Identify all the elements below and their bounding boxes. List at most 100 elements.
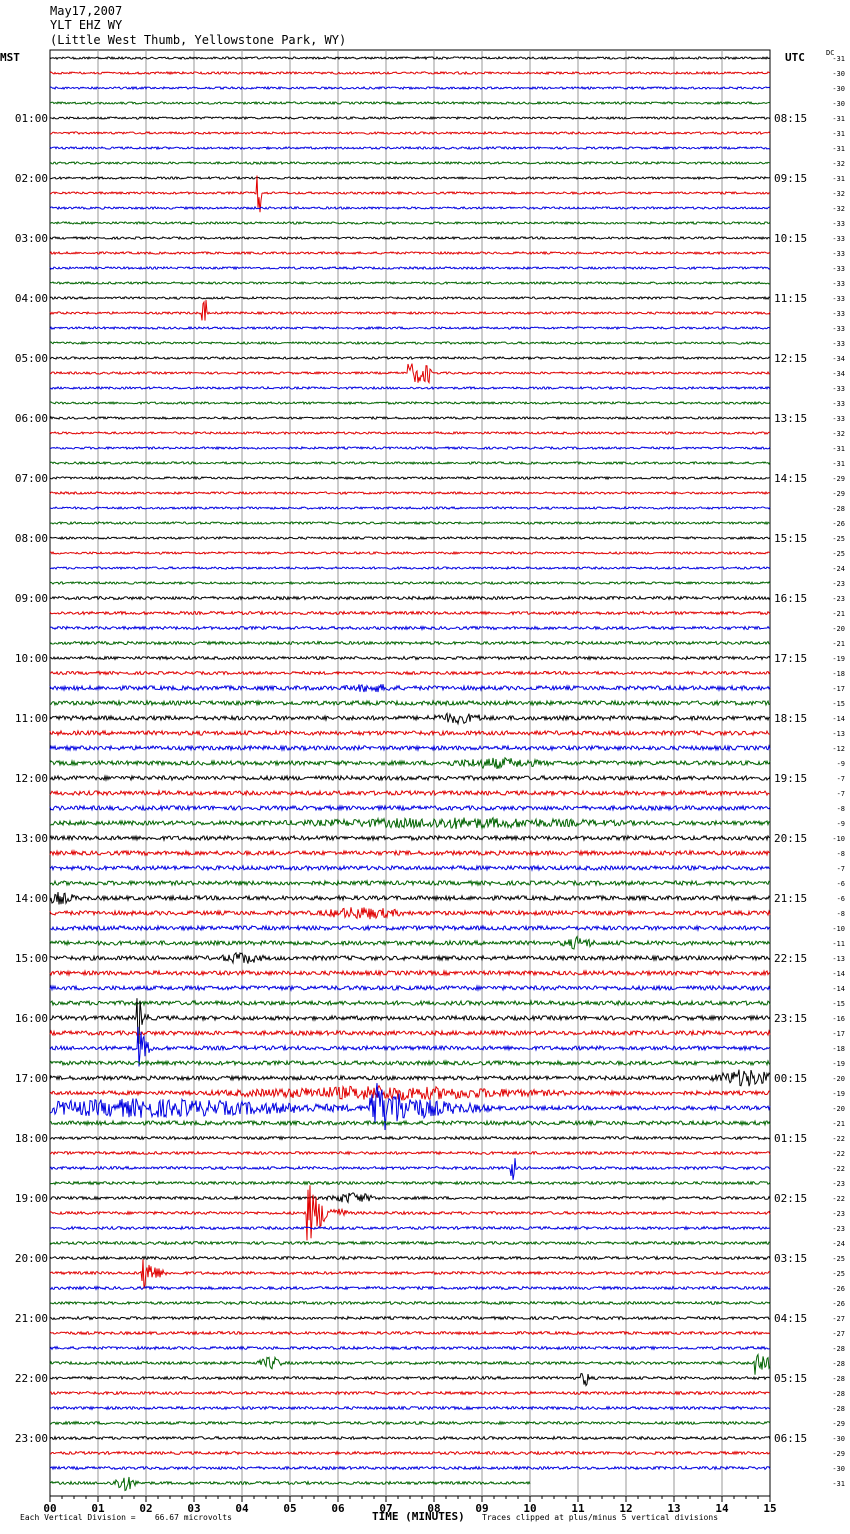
- dc-value-label: -33: [832, 340, 845, 348]
- utc-hour-label: 22:15: [774, 952, 807, 965]
- trace-row: [49, 640, 771, 646]
- dc-value-label: -9: [837, 820, 845, 828]
- dc-value-label: -26: [832, 1285, 845, 1293]
- chart-station: YLT EHZ WY: [50, 18, 123, 32]
- utc-hour-label: 13:15: [774, 412, 807, 425]
- dc-value-label: -33: [832, 310, 845, 318]
- trace-row: [49, 400, 771, 406]
- trace-row: [49, 565, 771, 571]
- x-tick-label: 04: [235, 1502, 249, 1515]
- trace-row: [49, 85, 771, 91]
- dc-value-label: -27: [832, 1315, 845, 1323]
- x-tick-label: 00: [43, 1502, 56, 1515]
- trace-row: [49, 475, 770, 481]
- trace-row: [50, 445, 771, 451]
- trace-row: [49, 1353, 771, 1375]
- trace-row: [49, 70, 771, 76]
- trace-row: [49, 460, 771, 466]
- dc-value-label: -33: [832, 325, 845, 333]
- trace-row: [49, 1405, 771, 1411]
- dc-value-label: -8: [837, 850, 845, 858]
- trace-row: [49, 300, 771, 321]
- utc-hour-label: 19:15: [774, 772, 807, 785]
- trace-row: [49, 774, 771, 782]
- trace-row: [49, 1345, 771, 1351]
- x-tick-label: 02: [139, 1502, 152, 1515]
- dc-value-label: -31: [832, 175, 845, 183]
- dc-value-label: -31: [832, 1480, 845, 1488]
- trace-row: [49, 1192, 771, 1204]
- mst-hour-label: 11:00: [15, 712, 48, 725]
- dc-value-label: -33: [832, 220, 845, 228]
- mst-hour-label: 12:00: [15, 772, 48, 785]
- trace-row: [49, 609, 771, 616]
- trace-row: [49, 250, 771, 256]
- trace-row: [49, 907, 771, 920]
- trace-row: [49, 505, 771, 511]
- mst-hour-label: 19:00: [15, 1192, 48, 1205]
- mst-hour-label: 16:00: [15, 1012, 48, 1025]
- dc-value-label: -18: [832, 1045, 845, 1053]
- dc-value-label: -13: [832, 955, 845, 963]
- dc-value-label: -20: [832, 625, 845, 633]
- trace-row: [49, 235, 771, 241]
- dc-value-label: -32: [832, 160, 845, 168]
- trace-row: [49, 951, 771, 965]
- x-tick-label: 11: [571, 1502, 585, 1515]
- trace-row: [49, 205, 771, 211]
- dc-value-label: -25: [832, 550, 845, 558]
- dc-value-label: -14: [832, 970, 845, 978]
- trace-row: [49, 1315, 771, 1321]
- dc-value-label: -15: [832, 700, 845, 708]
- dc-value-label: -10: [832, 925, 845, 933]
- dc-value-label: -24: [832, 1240, 845, 1248]
- trace-row: [49, 1069, 771, 1087]
- dc-value-label: -12: [832, 745, 845, 753]
- trace-row: [49, 834, 771, 842]
- dc-value-label: -31: [832, 115, 845, 123]
- right-timezone-label: UTC: [785, 51, 805, 64]
- dc-value-label: -33: [832, 265, 845, 273]
- trace-row: [49, 1084, 771, 1101]
- dc-value-label: -23: [832, 1180, 845, 1188]
- trace-row: [49, 891, 771, 906]
- utc-hour-label: 17:15: [774, 652, 807, 665]
- mst-hour-label: 15:00: [15, 952, 48, 965]
- trace-row: [49, 535, 771, 541]
- dc-value-label: -28: [832, 1345, 845, 1353]
- dc-value-label: -21: [832, 640, 845, 648]
- mst-hour-label: 23:00: [15, 1432, 48, 1445]
- trace-row: [49, 684, 771, 693]
- mst-hour-label: 18:00: [15, 1132, 48, 1145]
- trace-row: [49, 998, 771, 1007]
- dc-value-label: -28: [832, 1390, 845, 1398]
- dc-value-label: -30: [832, 1465, 845, 1473]
- trace-row: [49, 430, 770, 436]
- dc-value-label: -10: [832, 835, 845, 843]
- dc-value-label: -9: [837, 760, 845, 768]
- trace-row: [49, 220, 771, 226]
- trace-row: [49, 1450, 771, 1456]
- dc-value-label: -23: [832, 580, 845, 588]
- trace-row: [49, 1029, 771, 1037]
- mst-hour-label: 10:00: [15, 652, 48, 665]
- dc-value-label: -32: [832, 205, 845, 213]
- trace-row: [49, 1300, 771, 1306]
- dc-value-label: -32: [832, 190, 845, 198]
- dc-value-label: -20: [832, 1105, 845, 1113]
- trace-row: [49, 160, 771, 166]
- dc-value-label: -17: [832, 1030, 845, 1038]
- mst-hour-label: 22:00: [15, 1372, 48, 1385]
- dc-value-label: -6: [837, 880, 845, 888]
- dc-value-label: -33: [832, 280, 845, 288]
- dc-value-label: -7: [837, 790, 845, 798]
- utc-hour-label: 12:15: [774, 352, 807, 365]
- dc-value-label: -31: [832, 460, 845, 468]
- dc-value-label: -13: [832, 730, 845, 738]
- dc-value-label: -25: [832, 1270, 845, 1278]
- x-tick-label: 06: [331, 1502, 345, 1515]
- trace-row: [49, 100, 771, 106]
- dc-value-label: -8: [837, 805, 845, 813]
- trace-row: [49, 580, 771, 586]
